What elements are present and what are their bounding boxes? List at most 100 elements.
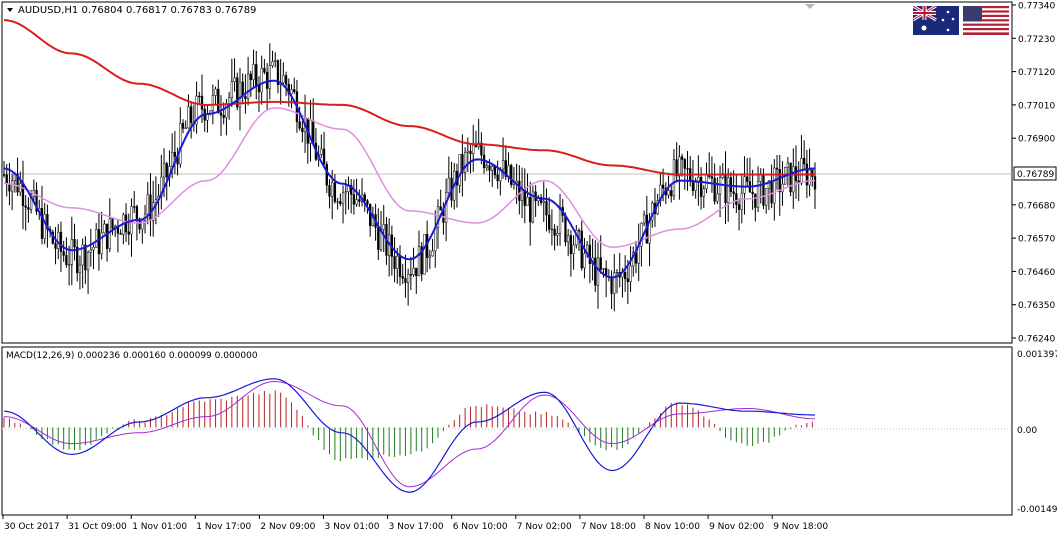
candle-body <box>190 106 193 123</box>
candle-body <box>610 277 613 294</box>
candle-body <box>786 162 790 168</box>
price-tick-label: 0.76350 <box>1018 301 1055 311</box>
time-tick-label: 7 Nov 02:00 <box>517 522 572 532</box>
candle-body <box>298 121 301 129</box>
candle-body <box>678 156 681 177</box>
candle-body <box>119 232 122 235</box>
candle-body <box>599 257 602 270</box>
candle-body <box>572 244 575 254</box>
candle-body <box>24 205 27 208</box>
candle-body <box>401 276 404 279</box>
candle-body <box>691 180 695 191</box>
candle-body <box>92 247 95 251</box>
candle-body <box>179 123 182 165</box>
candle-body <box>328 184 331 197</box>
macd-panel[interactable] <box>1 346 1013 516</box>
price-tick-label: 0.76900 <box>1018 135 1055 145</box>
candle-body <box>447 177 450 193</box>
candle-body <box>431 250 434 257</box>
candle-body <box>89 249 92 253</box>
price-tick-label: 0.77230 <box>1018 35 1055 45</box>
candle-body <box>754 193 757 208</box>
candle-body <box>808 169 811 186</box>
candle-body <box>341 192 345 204</box>
candle-body <box>602 268 605 270</box>
candle-body <box>171 152 174 167</box>
candle-body <box>46 214 49 230</box>
candle-body <box>767 180 771 189</box>
candle-body <box>127 231 130 235</box>
candle-body <box>135 206 139 220</box>
candle-body <box>173 152 177 157</box>
candle-body <box>480 142 483 156</box>
candle-body <box>200 95 204 110</box>
candle-body <box>331 182 334 197</box>
candle-body <box>406 274 410 283</box>
scroll-marker-icon[interactable] <box>805 4 815 9</box>
candle-body <box>594 257 597 286</box>
candle-body <box>792 166 795 193</box>
symbol-dropdown-icon[interactable] <box>7 8 13 12</box>
candle-body <box>363 194 366 202</box>
candle-body <box>78 264 82 274</box>
macd-main-line <box>3 378 815 493</box>
candle-body <box>694 182 697 191</box>
candle-body <box>54 243 57 249</box>
candle-body <box>95 229 98 248</box>
price-tick-label: 0.76680 <box>1018 201 1055 211</box>
candle-body <box>133 206 136 208</box>
candle-body <box>461 154 464 173</box>
candle-body <box>640 222 643 247</box>
candle-body <box>198 95 201 98</box>
candle-body <box>35 190 38 212</box>
candle-body <box>567 235 570 243</box>
time-tick-label: 3 Nov 17:00 <box>389 522 444 532</box>
candle-body <box>43 214 46 239</box>
candle-body <box>336 201 339 203</box>
candle-body <box>105 223 109 249</box>
ma-mid-line <box>3 107 816 248</box>
candle-body <box>59 231 63 252</box>
time-tick-label: 9 Nov 18:00 <box>773 522 828 532</box>
candle-body <box>165 163 168 178</box>
candle-body <box>84 244 87 271</box>
candle-body <box>762 173 765 206</box>
candle-body <box>263 68 266 73</box>
time-tick-label: 1 Nov 17:00 <box>196 522 251 532</box>
candle-body <box>553 228 556 236</box>
candle-body <box>265 71 269 89</box>
candle-body <box>366 200 369 205</box>
candle-body <box>526 197 529 206</box>
price-panel[interactable] <box>1 1 1013 344</box>
candle-body <box>472 144 475 154</box>
candle-body <box>577 230 581 232</box>
candle-body <box>187 106 190 129</box>
candle-body <box>255 64 258 86</box>
candle-body <box>485 165 488 168</box>
candle-body <box>2 174 6 176</box>
price-tick-label: 0.76240 <box>1018 335 1055 345</box>
candle-body <box>531 191 535 223</box>
candle-body <box>293 89 296 92</box>
candle-body <box>548 214 551 230</box>
candle-body <box>545 201 548 216</box>
candle-body <box>667 190 670 196</box>
candle-body <box>718 177 722 195</box>
candle-body <box>40 208 44 239</box>
candle-body <box>732 191 735 194</box>
price-axis: 0.77340 0.77230 0.77120 0.77010 0.76900 0.766… <box>1012 2 1055 345</box>
candle-body <box>727 177 730 204</box>
candle-body <box>10 180 14 192</box>
candle-body <box>70 238 73 265</box>
candle-body <box>556 233 559 236</box>
candle-body <box>398 255 402 277</box>
candle-body <box>510 165 513 185</box>
candle-body <box>257 85 261 93</box>
price-tick-label: 0.77120 <box>1018 68 1055 78</box>
candle-body <box>62 251 65 256</box>
time-tick-label: 2 Nov 09:00 <box>260 522 315 532</box>
candle-body <box>588 244 592 264</box>
time-tick-label: 8 Nov 10:00 <box>645 522 700 532</box>
candle-body <box>238 81 242 108</box>
